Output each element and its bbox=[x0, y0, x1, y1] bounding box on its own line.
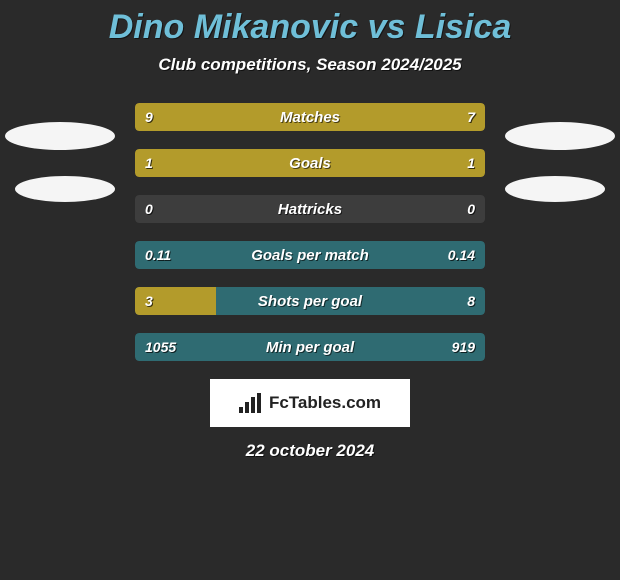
stat-label: Shots per goal bbox=[135, 287, 485, 315]
stat-row: 38Shots per goal bbox=[135, 287, 485, 315]
stat-label: Goals bbox=[135, 149, 485, 177]
stat-label: Min per goal bbox=[135, 333, 485, 361]
stat-row: 1055919Min per goal bbox=[135, 333, 485, 361]
subtitle: Club competitions, Season 2024/2025 bbox=[0, 55, 620, 75]
stat-row: 97Matches bbox=[135, 103, 485, 131]
stat-row: 00Hattricks bbox=[135, 195, 485, 223]
player2-avatar-shape-1 bbox=[505, 122, 615, 150]
stat-row: 11Goals bbox=[135, 149, 485, 177]
stat-row: 0.110.14Goals per match bbox=[135, 241, 485, 269]
bars-icon bbox=[239, 393, 263, 413]
stat-label: Hattricks bbox=[135, 195, 485, 223]
stat-label: Matches bbox=[135, 103, 485, 131]
brand-text: FcTables.com bbox=[269, 393, 381, 413]
brand-badge: FcTables.com bbox=[210, 379, 410, 427]
player2-avatar-shape-2 bbox=[505, 176, 605, 202]
comparison-infographic: Dino Mikanovic vs Lisica Club competitio… bbox=[0, 0, 620, 461]
date-line: 22 october 2024 bbox=[0, 441, 620, 461]
stat-label: Goals per match bbox=[135, 241, 485, 269]
player1-avatar-shape-2 bbox=[15, 176, 115, 202]
stat-rows: 97Matches 11Goals 00Hattricks 0.110.14Goals… bbox=[135, 103, 485, 361]
player1-avatar-shape-1 bbox=[5, 122, 115, 150]
page-title: Dino Mikanovic vs Lisica bbox=[0, 8, 620, 47]
